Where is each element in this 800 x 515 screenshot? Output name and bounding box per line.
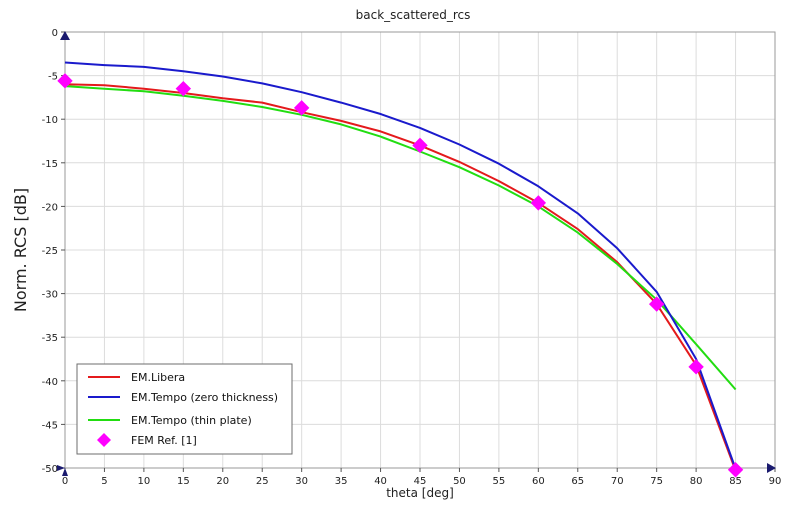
chart-title: back_scattered_rcs — [356, 8, 471, 22]
x-tick-label: 80 — [690, 476, 703, 487]
data-point-marker — [727, 462, 744, 478]
x-tick-label: 75 — [650, 476, 663, 487]
data-point-marker — [57, 73, 73, 89]
legend: EM.Libera EM.Tempo (zero thickness) EM.Tem… — [76, 363, 293, 455]
x-tick-label: 50 — [453, 476, 466, 487]
x-tick-label: 30 — [295, 476, 308, 487]
x-tick-label: 5 — [101, 476, 107, 487]
legend-label-2: EM.Tempo (thin plate) — [131, 414, 252, 427]
data-point-marker — [175, 80, 192, 97]
grid — [65, 32, 775, 468]
x-tick-label: 25 — [256, 476, 269, 487]
y-tick-label: -40 — [42, 377, 58, 388]
x-tick-label: 35 — [335, 476, 348, 487]
y-tick-label: -35 — [42, 333, 58, 344]
x-axis-label: theta [deg] — [386, 486, 454, 500]
legend-swatch-3 — [97, 433, 111, 447]
series-line-1 — [64, 61, 737, 470]
y-tick-label: -50 — [42, 464, 58, 475]
legend-label-3: FEM Ref. [1] — [131, 434, 197, 447]
x-tick-label: 60 — [532, 476, 545, 487]
data-point-marker — [688, 359, 704, 375]
x-tick-label: 90 — [769, 476, 782, 487]
y-tick-label: -15 — [42, 159, 58, 170]
x-tick-label: 55 — [493, 476, 506, 487]
x-tick-label: 70 — [611, 476, 624, 487]
x-tick-label: 85 — [729, 476, 742, 487]
legend-label-1: EM.Tempo (zero thickness) — [131, 391, 278, 404]
y-tick-label: -5 — [48, 72, 58, 83]
y-tick-label: -45 — [42, 420, 58, 431]
y-tick-label: 0 — [52, 28, 58, 39]
x-axis: 0 5 10 15 20 25 30 35 40 45 50 55 60 65 70 75 80 85 90 — [62, 468, 782, 487]
origin-left-arrow-icon — [57, 465, 65, 471]
y-axis-up-arrow-icon — [60, 31, 70, 40]
y-tick-label: -20 — [42, 202, 58, 213]
data-point-marker — [293, 100, 310, 116]
data-point-marker — [648, 296, 665, 312]
series-group — [57, 61, 744, 478]
origin-up-arrow-icon — [62, 468, 68, 476]
y-tick-label: -25 — [42, 246, 58, 257]
x-tick-label: 10 — [138, 476, 151, 487]
x-tick-label: 15 — [177, 476, 190, 487]
data-point-marker — [412, 137, 428, 154]
x-tick-label: 40 — [374, 476, 387, 487]
y-axis: 0 -5 -10 -15 -20 -25 -30 -35 -40 -45 -50 — [42, 28, 65, 475]
y-tick-label: -10 — [42, 115, 58, 126]
axis-arrow-decorations — [57, 31, 776, 476]
series-line-2 — [64, 85, 737, 391]
legend-box — [76, 363, 293, 455]
legend-label-0: EM.Libera — [131, 371, 185, 384]
x-axis-right-arrow-icon — [767, 463, 776, 473]
y-axis-label: Norm. RCS [dB] — [11, 188, 30, 312]
x-tick-label: 20 — [216, 476, 229, 487]
x-tick-label: 65 — [571, 476, 584, 487]
data-point-marker — [530, 195, 547, 211]
x-tick-label: 0 — [62, 476, 68, 487]
y-tick-label: -30 — [42, 290, 58, 301]
x-tick-label: 45 — [414, 476, 427, 487]
